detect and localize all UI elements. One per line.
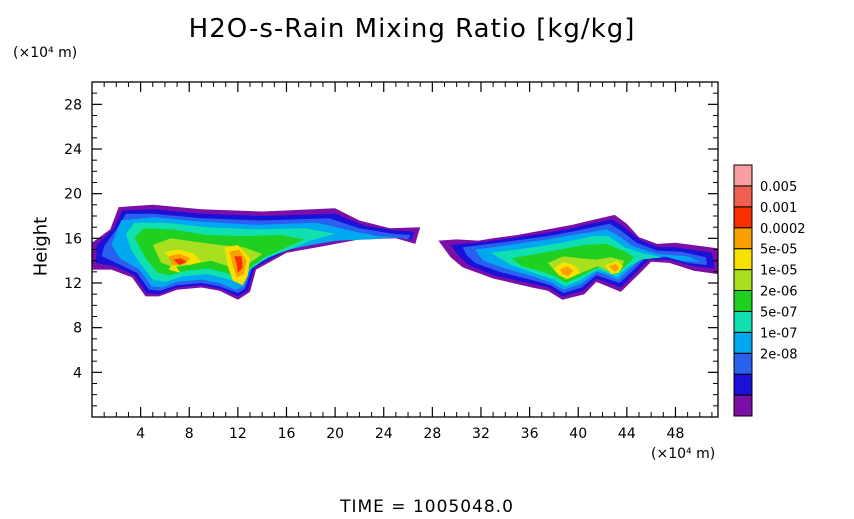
west-cloud-level-9 xyxy=(173,258,187,266)
colorbar-swatch xyxy=(733,185,753,208)
x-tick-label: 12 xyxy=(229,426,247,442)
x-tick-label: 24 xyxy=(375,426,393,442)
y-tick-label: 20 xyxy=(64,187,82,203)
colorbar-swatch xyxy=(733,331,753,354)
colorbar-label: 0.001 xyxy=(760,201,797,216)
y-tick-label: 4 xyxy=(73,365,82,381)
colorbar-label: 5e-05 xyxy=(760,243,798,258)
colorbar-label: 0.005 xyxy=(760,180,797,195)
y-tick-label: 16 xyxy=(64,231,82,247)
east-cloud-level-8 xyxy=(560,266,574,277)
colorbar-swatch xyxy=(733,248,753,271)
x-tick-label: 4 xyxy=(136,426,145,442)
x-tick-label: 44 xyxy=(618,426,636,442)
colorbar-swatch xyxy=(733,206,753,229)
y-tick-label: 24 xyxy=(64,142,82,158)
x-tick-label: 48 xyxy=(667,426,685,442)
chart-title: H2O-s-Rain Mixing Ratio [kg/kg] xyxy=(188,14,636,44)
colorbar-swatch xyxy=(733,227,753,250)
colorbar: 0.005 0.001 0.0002 5e-05 1e-05 2e-06 5e-07 1e-0… xyxy=(733,164,806,417)
heatmap-field xyxy=(92,204,718,300)
colorbar-label: 0.0002 xyxy=(760,222,806,237)
y-tick-label: 8 xyxy=(73,321,82,337)
x-tick-label: 32 xyxy=(472,426,490,442)
colorbar-label: 2e-06 xyxy=(760,285,798,300)
colorbar-swatch xyxy=(733,290,753,312)
west-cloud-level-9b xyxy=(234,256,243,273)
time-footer: TIME = 1005048.0 xyxy=(340,497,514,517)
colorbar-swatch xyxy=(733,373,753,396)
y-axis-unit: (×10⁴ m) xyxy=(13,45,78,61)
x-axis-unit: (×10⁴ m) xyxy=(651,446,716,462)
y-tick-label: 28 xyxy=(64,97,82,113)
x-tick-label: 16 xyxy=(278,426,296,442)
east-cloud-level-8b xyxy=(608,264,620,272)
colorbar-swatch xyxy=(733,310,753,333)
x-tick-label: 36 xyxy=(521,426,539,442)
colorbar-label: 5e-07 xyxy=(760,305,798,320)
colorbar-label: 1e-07 xyxy=(760,326,798,341)
x-tick-label: 20 xyxy=(326,426,344,442)
colorbar-swatch xyxy=(733,394,753,417)
colorbar-label: 2e-08 xyxy=(760,347,798,362)
colorbar-swatch xyxy=(733,164,753,187)
colorbar-swatch xyxy=(733,269,753,292)
x-tick-label: 8 xyxy=(185,426,194,442)
colorbar-label: 1e-05 xyxy=(760,264,798,279)
x-tick-label: 40 xyxy=(569,426,587,442)
colorbar-swatch xyxy=(733,352,753,375)
y-tick-label: 12 xyxy=(64,276,82,292)
x-tick-label: 28 xyxy=(423,426,441,442)
